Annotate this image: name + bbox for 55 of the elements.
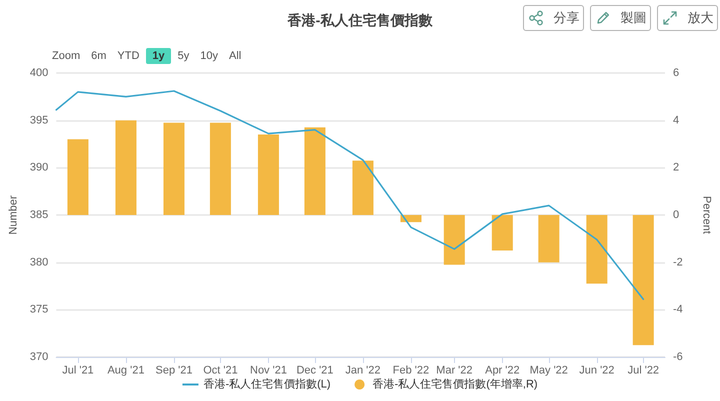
x-tick-label: May '22: [530, 364, 568, 376]
bar: [632, 215, 654, 346]
x-tick-label: Feb '22: [392, 364, 430, 376]
x-tick-label: Sep '21: [155, 364, 192, 376]
x-tick-label: Nov '21: [250, 364, 287, 376]
bar: [163, 122, 184, 215]
x-tick-label: Apr '22: [485, 364, 520, 376]
x-tick-label: Jul '21: [62, 364, 94, 376]
legend-label: 香港-私人住宅售價指數(年增率,R): [372, 378, 538, 390]
x-tick-label: Dec '21: [296, 364, 334, 376]
y2-tick-label: 0: [673, 209, 680, 221]
y2-tick-label: 4: [673, 114, 680, 126]
text: 10y: [199, 49, 220, 64]
bar: [586, 215, 608, 284]
text: All: [228, 49, 242, 64]
y-tick-label: 395: [30, 114, 48, 126]
bar: [304, 127, 326, 215]
x-tick-label: Mar '22: [436, 364, 473, 376]
y2-tick-label: -2: [673, 256, 683, 268]
y-tick-label: 380: [30, 256, 48, 268]
bar: [258, 134, 279, 215]
bar: [352, 160, 374, 215]
y-axis-title: Number: [8, 195, 20, 235]
x-tick-label: Jun '22: [579, 364, 614, 376]
text: 1y: [146, 48, 171, 64]
x-tick-label: Jul '22: [628, 364, 660, 376]
y-tick-label: 400: [30, 67, 48, 79]
bar: [115, 120, 136, 215]
y2-axis-title: Percent: [700, 196, 712, 234]
share-button: 分享: [523, 5, 584, 31]
y2-tick-label: -4: [673, 304, 683, 316]
x-tick-label: Aug '21: [107, 364, 144, 376]
bar: [210, 122, 231, 215]
bar: [538, 215, 560, 262]
y-tick-label: 370: [30, 351, 48, 363]
chart-button: 製圖: [590, 5, 651, 31]
text: Zoom: [51, 49, 82, 64]
y2-tick-label: 6: [673, 67, 680, 79]
bar: [67, 139, 88, 215]
bar: [492, 215, 513, 250]
y-tick-label: 375: [30, 304, 48, 316]
legend-label: 香港-私人住宅售價指數(L): [203, 378, 331, 390]
text: YTD: [116, 49, 140, 64]
y2-tick-label: 2: [673, 162, 680, 174]
text: 5y: [176, 49, 190, 64]
bar: [444, 215, 465, 265]
chart-title: 香港-私人住宅售價指數: [286, 12, 434, 28]
line-series: [55, 90, 644, 300]
y2-tick-label: -6: [673, 351, 683, 363]
x-tick-label: Oct '21: [203, 364, 238, 376]
text: 6m: [90, 49, 108, 64]
y-tick-label: 385: [30, 209, 48, 221]
enlarge-button: 放大: [657, 5, 718, 31]
x-tick-label: Jan '22: [345, 364, 381, 376]
y-tick-label: 390: [30, 162, 48, 174]
